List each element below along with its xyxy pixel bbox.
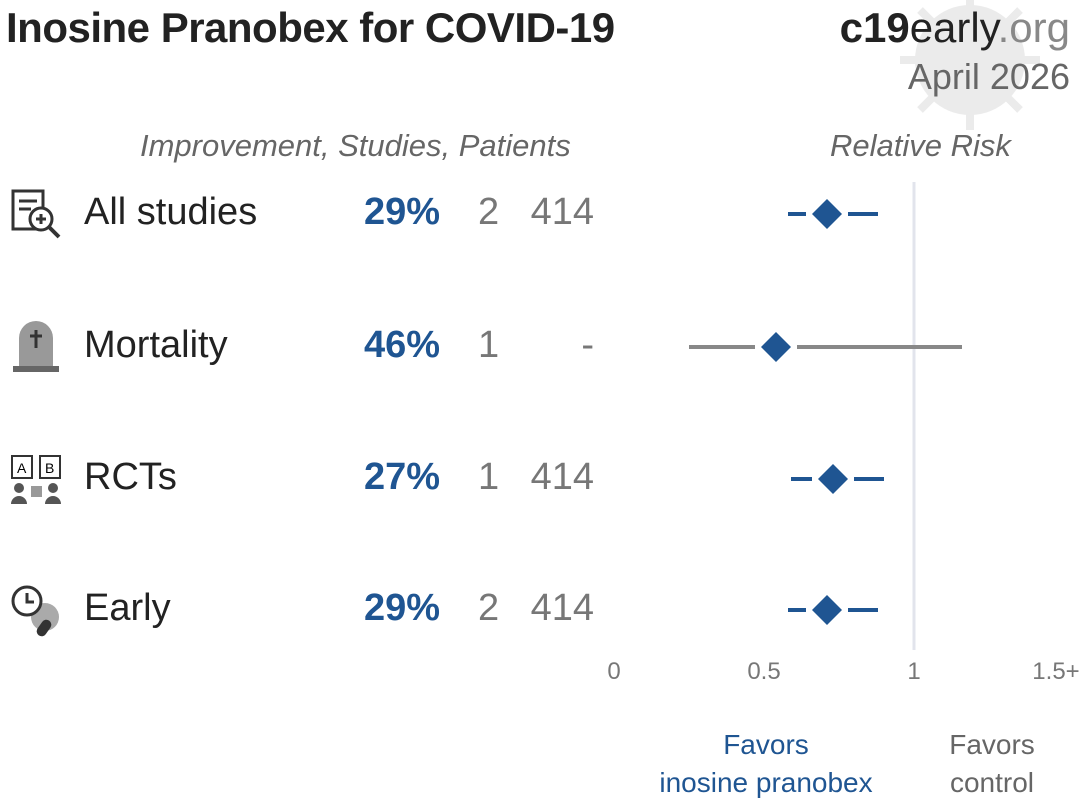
relative-risk-header: Relative Risk — [830, 128, 1011, 163]
patients-count: 414 — [530, 456, 594, 498]
row-label: Mortality — [84, 324, 228, 366]
date-label: April 2026 — [907, 56, 1070, 97]
rr-diamond — [818, 464, 848, 494]
early-clock-virus-icon — [11, 585, 59, 637]
x-tick-label: 1 — [907, 658, 921, 685]
patients-count: - — [581, 324, 594, 366]
studies-count: 2 — [478, 587, 500, 629]
favors-treatment-label: Favors inosine pranobex — [659, 726, 872, 802]
rr-diamond — [761, 332, 791, 362]
patients-count: 414 — [530, 191, 594, 233]
tombstone-icon — [13, 321, 59, 372]
row-label: Early — [84, 587, 171, 629]
rr-diamond — [812, 199, 842, 229]
brand-logo: c19early.org — [840, 4, 1070, 52]
favors-treatment-line2: inosine pranobex — [659, 767, 873, 798]
rr-diamond — [812, 595, 842, 625]
left-column-header: Improvement, Studies, Patients — [140, 128, 571, 163]
studies-count: 1 — [478, 324, 500, 366]
brand-mid: early — [909, 4, 998, 51]
virus-logo-icon — [900, 0, 1040, 130]
studies-count: 2 — [478, 191, 500, 233]
brand-org: .org — [997, 4, 1070, 51]
row-label: All studies — [84, 191, 258, 233]
favors-control-line2: control — [949, 767, 1035, 798]
studies-magnifier-icon — [11, 189, 61, 239]
improvement-value: 29% — [363, 191, 440, 233]
svg-text:A: A — [17, 460, 27, 476]
favors-control-label: Favors control — [949, 726, 1035, 802]
favors-treatment-line1: Favors — [723, 729, 809, 760]
improvement-value: 27% — [363, 456, 440, 498]
studies-count: 1 — [478, 456, 500, 498]
row-label: RCTs — [84, 456, 177, 498]
improvement-value: 29% — [363, 587, 440, 629]
x-tick-label: 0 — [607, 658, 621, 685]
x-tick-label: 0.5 — [747, 658, 781, 685]
improvement-value: 46% — [363, 324, 440, 366]
brand-bold: c19 — [839, 4, 910, 51]
svg-text:B: B — [45, 460, 54, 476]
favors-control-line1: Favors — [949, 729, 1035, 760]
x-tick-label: 1.5+ — [1032, 658, 1080, 685]
page-title: Inosine Pranobex for COVID-19 — [6, 4, 615, 51]
patients-count: 414 — [530, 587, 594, 629]
